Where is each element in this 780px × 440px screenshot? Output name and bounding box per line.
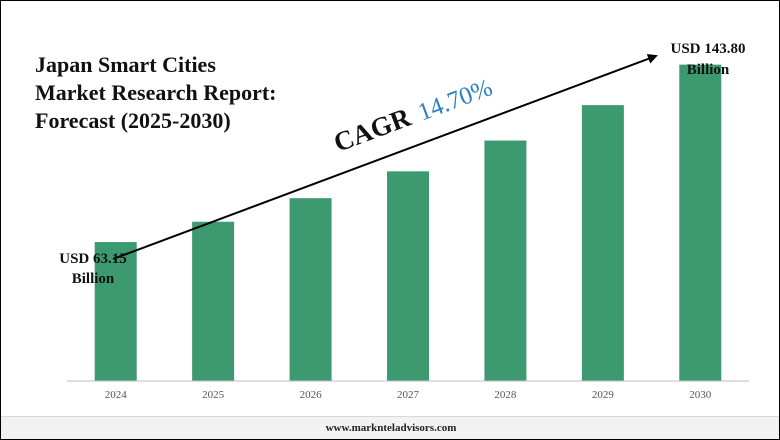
x-tick-label-2028: 2028	[494, 389, 517, 401]
x-tick-labels: 2024 2025 2026 2027 2028 2029 2030	[105, 389, 712, 401]
x-tick-label-2030: 2030	[689, 389, 712, 401]
bar-2028	[484, 140, 527, 381]
x-tick-label-2026: 2026	[300, 389, 323, 401]
chart-title: Japan Smart Cities Market Research Repor…	[35, 51, 277, 135]
growth-arrow	[112, 54, 658, 260]
bar-2024	[94, 242, 137, 381]
cagr-value: 14.70%	[414, 74, 496, 126]
chart-title-line-3: Forecast (2025-2030)	[35, 108, 231, 133]
bar-2025	[192, 221, 235, 381]
x-tick-label-2027: 2027	[397, 389, 420, 401]
footer-website: www.marknteladvisors.com	[325, 422, 457, 434]
end-value-label-line1: USD 143.80	[670, 41, 745, 57]
cagr-annotation: CAGR 14.70%	[330, 71, 497, 157]
end-value-label-line2: Billion	[687, 62, 730, 78]
bar-2027	[387, 171, 429, 381]
cagr-label: CAGR	[330, 102, 415, 158]
bar-2026	[289, 198, 332, 381]
bar-2029	[581, 105, 624, 382]
chart-title-line-2: Market Research Report:	[35, 80, 277, 105]
start-value-label-line1: USD 63.15	[59, 251, 127, 267]
bars-layer	[94, 64, 722, 382]
x-tick-label-2025: 2025	[202, 389, 225, 401]
footer-bar: www.marknteladvisors.com	[1, 416, 779, 439]
x-tick-label-2029: 2029	[592, 389, 615, 401]
chart-title-line-1: Japan Smart Cities	[35, 52, 216, 77]
bar-2030	[679, 64, 722, 381]
start-value-label-line2: Billion	[72, 271, 115, 287]
x-tick-label-2024: 2024	[105, 389, 128, 401]
